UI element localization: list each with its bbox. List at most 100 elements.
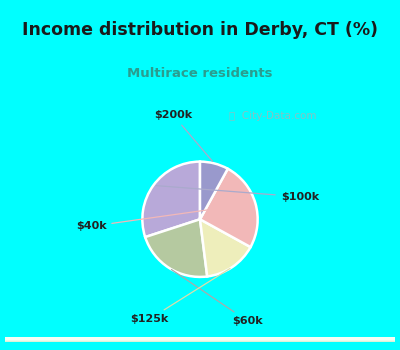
Bar [5,339,395,342]
Bar [5,338,395,341]
Bar [5,340,395,342]
Bar [5,338,395,341]
Wedge shape [200,169,258,247]
Bar [5,339,395,342]
Bar [5,338,395,340]
Text: Multirace residents: Multirace residents [127,67,273,80]
Bar [5,338,395,341]
Bar [5,338,395,341]
Text: ⓘ  City-Data.com: ⓘ City-Data.com [229,112,316,121]
Bar [5,337,395,340]
Bar [5,338,395,341]
Bar [5,339,395,342]
Bar [5,338,395,340]
Bar [5,338,395,341]
Bar [5,339,395,342]
Bar [5,340,395,342]
Bar [5,339,395,342]
Bar [5,338,395,341]
Bar [5,338,395,341]
Bar [5,339,395,342]
Bar [5,339,395,342]
Bar [5,339,395,341]
Bar [5,339,395,341]
Bar [5,339,395,341]
Bar [5,340,395,342]
Wedge shape [200,162,228,219]
Bar [5,338,395,340]
Bar [5,338,395,341]
Text: $200k: $200k [154,110,212,161]
Wedge shape [200,219,250,276]
Bar [5,339,395,342]
Bar [5,338,395,341]
Text: Income distribution in Derby, CT (%): Income distribution in Derby, CT (%) [22,21,378,39]
Text: $40k: $40k [76,204,253,231]
Bar [5,338,395,341]
Bar [5,338,395,341]
Bar [5,338,395,341]
Bar [5,338,395,340]
Bar [5,338,395,341]
Bar [5,338,395,341]
Bar [5,338,395,341]
Bar [5,340,395,342]
Bar [5,340,395,342]
Bar [5,337,395,340]
Bar [5,337,395,340]
Bar [5,340,395,342]
Bar [5,338,395,341]
Bar [5,340,395,342]
Bar [5,339,395,341]
Bar [5,338,395,341]
Bar [5,338,395,340]
Bar [5,338,395,341]
Bar [5,340,395,342]
Bar [5,340,395,342]
Bar [5,338,395,340]
Bar [5,339,395,341]
Bar [5,340,395,342]
Bar [5,339,395,341]
Bar [5,340,395,342]
Bar [5,338,395,340]
Bar [5,338,395,341]
Bar [5,339,395,341]
Bar [5,338,395,341]
Bar [5,339,395,341]
Bar [5,339,395,342]
Bar [5,339,395,342]
Bar [5,339,395,341]
Bar [5,338,395,341]
Bar [5,338,395,341]
Bar [5,339,395,342]
Bar [5,338,395,340]
Bar [5,338,395,341]
Wedge shape [145,219,207,277]
Text: $60k: $60k [172,270,263,326]
Text: $100k: $100k [156,186,319,202]
Bar [5,340,395,342]
Bar [5,337,395,340]
Bar [5,338,395,341]
Bar [5,338,395,340]
Bar [5,339,395,341]
Bar [5,338,395,340]
Bar [5,340,395,342]
Bar [5,339,395,341]
Bar [5,338,395,340]
Bar [5,339,395,342]
Bar [5,340,395,342]
Bar [5,338,395,341]
Bar [5,340,395,342]
Bar [5,339,395,341]
Bar [5,338,395,340]
Bar [5,340,395,342]
Bar [5,338,395,340]
Bar [5,340,395,342]
Bar [5,340,395,342]
Bar [5,340,395,342]
Bar [5,339,395,342]
Text: $125k: $125k [130,268,230,324]
Bar [5,338,395,341]
